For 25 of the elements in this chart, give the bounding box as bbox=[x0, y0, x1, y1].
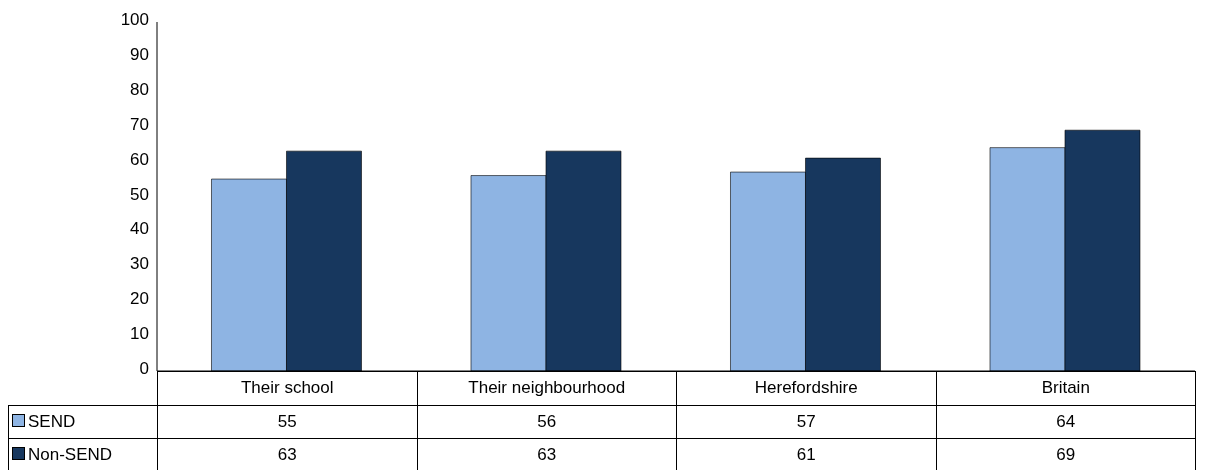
y-tick-label: 90 bbox=[130, 44, 149, 64]
data-label: 56 bbox=[417, 405, 677, 438]
data-label: 61 bbox=[676, 438, 936, 470]
data-label: 63 bbox=[157, 438, 417, 470]
y-tick-label: 70 bbox=[130, 114, 149, 134]
y-tick-label: 80 bbox=[130, 79, 149, 99]
y-tick-label: 0 bbox=[139, 359, 149, 379]
legend-label: Non-SEND bbox=[28, 444, 113, 464]
y-tick-label: 40 bbox=[130, 219, 149, 239]
y-tick-label: 100 bbox=[120, 10, 149, 30]
legend-label: SEND bbox=[28, 411, 76, 431]
y-tick-label: 30 bbox=[130, 254, 149, 274]
y-tick-label: 20 bbox=[130, 289, 149, 309]
y-tick-label: 10 bbox=[130, 324, 149, 344]
data-label: 55 bbox=[157, 405, 417, 438]
data-label: 57 bbox=[676, 405, 936, 438]
data-label: 63 bbox=[417, 438, 677, 470]
data-label: 64 bbox=[936, 405, 1196, 438]
x-tick-label: Their neighbourhood bbox=[417, 371, 677, 405]
x-tick-label: Britain bbox=[936, 371, 1196, 405]
y-tick-label: 60 bbox=[130, 149, 149, 169]
y-tick-label: 50 bbox=[130, 184, 149, 204]
x-tick-label: Herefordshire bbox=[676, 371, 936, 405]
x-tick-label: Their school bbox=[157, 371, 417, 405]
data-label: 69 bbox=[936, 438, 1196, 470]
